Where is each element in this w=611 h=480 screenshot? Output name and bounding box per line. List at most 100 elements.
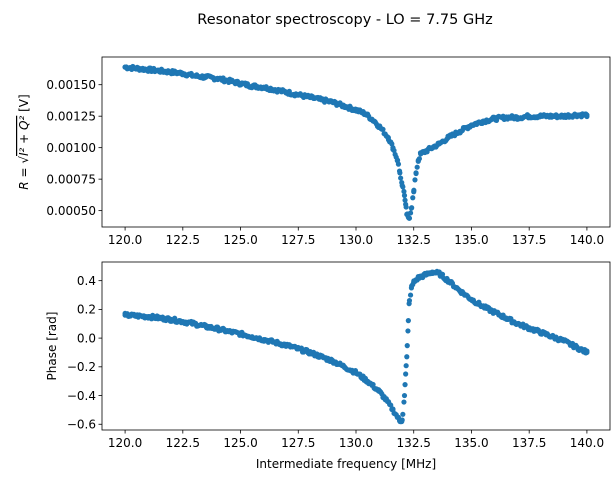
data-point	[307, 349, 313, 356]
data-point	[318, 97, 324, 103]
data-point	[395, 161, 402, 167]
data-point	[180, 70, 186, 76]
data-point	[403, 371, 409, 377]
data-point	[203, 324, 209, 330]
data-point	[295, 346, 301, 352]
data-point	[415, 157, 421, 163]
data-point	[249, 83, 255, 89]
data-point	[436, 270, 442, 277]
data-point	[237, 331, 244, 337]
data-point	[226, 78, 232, 84]
data-point	[341, 364, 348, 370]
data-point	[272, 87, 278, 93]
data-point	[272, 339, 278, 346]
data-point	[584, 349, 590, 356]
x-tick-label: 130.0	[339, 233, 373, 247]
data-point	[538, 329, 544, 335]
data-point	[226, 329, 232, 335]
y-tick-label: 0.0	[77, 331, 96, 345]
data-point	[584, 112, 590, 118]
data-point	[407, 292, 414, 298]
data-point	[457, 288, 463, 294]
y-tick-label: 0.2	[77, 303, 96, 317]
data-point	[515, 321, 521, 327]
data-point	[538, 113, 544, 119]
data-point	[422, 148, 428, 155]
data-point	[405, 328, 411, 334]
data-point	[341, 103, 348, 109]
y-label-equals: =	[17, 164, 31, 182]
data-point	[526, 113, 532, 119]
data-point	[284, 342, 290, 348]
data-point	[408, 285, 415, 291]
x-tick-label: 135.0	[454, 436, 488, 450]
data-point	[400, 411, 406, 417]
data-point	[436, 141, 442, 147]
data-point	[402, 197, 408, 203]
data-point	[191, 73, 197, 79]
data-point	[168, 316, 174, 323]
x-tick-label: 132.5	[397, 436, 431, 450]
x-tick-label: 130.0	[339, 436, 373, 450]
y-tick-label: 0.00075	[46, 172, 96, 186]
data-point	[412, 177, 418, 183]
data-point	[318, 354, 324, 360]
data-point	[284, 89, 290, 95]
data-point	[397, 170, 403, 176]
data-point	[168, 69, 174, 75]
y-axis-label: Phase [rad]	[45, 312, 59, 381]
data-point	[399, 182, 405, 189]
data-point	[330, 358, 336, 364]
y-label-unit: [V]	[17, 94, 31, 115]
data-point	[394, 414, 401, 420]
data-point	[515, 114, 521, 121]
x-tick-label: 120.0	[108, 233, 142, 247]
data-point	[362, 111, 368, 117]
data-point	[390, 145, 396, 151]
y-tick-label: 0.00150	[46, 78, 96, 92]
data-point	[237, 80, 244, 87]
x-tick-label: 140.0	[570, 436, 604, 450]
y-label-symbol: R	[17, 181, 31, 189]
data-point	[261, 84, 267, 90]
data-point	[411, 189, 417, 195]
data-point	[157, 315, 163, 321]
data-point	[422, 272, 428, 278]
data-point	[388, 402, 394, 408]
panel-2: 120.0 122.5 125.0 127.5 130.0 132.5 135.0 137.5…	[45, 261, 611, 471]
data-point	[480, 303, 486, 310]
y-axis-label: R = √I² + Q² [V]	[17, 94, 31, 189]
data-point	[549, 334, 555, 340]
data-point	[401, 188, 407, 195]
data-point	[410, 195, 416, 201]
y-tick-label: 0.4	[77, 274, 96, 288]
data-point	[398, 175, 404, 181]
data-point	[404, 343, 410, 349]
data-point	[383, 397, 389, 403]
data-point	[145, 313, 151, 320]
data-point	[405, 318, 411, 324]
series-points	[122, 268, 590, 425]
data-point	[203, 74, 209, 80]
data-point	[404, 354, 410, 360]
data-point	[468, 122, 475, 128]
x-tick-label: 127.5	[281, 436, 315, 450]
data-point	[378, 126, 384, 132]
data-point	[503, 315, 509, 321]
data-point	[418, 151, 424, 157]
figure-title: Resonator spectroscopy - LO = 7.75 GHz	[197, 12, 492, 28]
x-tick-label: 137.5	[512, 233, 546, 247]
data-point	[480, 118, 486, 124]
x-tick-label: 127.5	[281, 233, 315, 247]
data-point	[406, 215, 412, 221]
y-label-sqrt-sign: √	[17, 156, 31, 164]
y-tick-label: −0.2	[67, 360, 96, 374]
data-point	[445, 278, 451, 284]
data-point	[408, 205, 415, 211]
data-point	[122, 312, 128, 318]
data-point	[549, 113, 555, 119]
data-point	[491, 116, 498, 122]
data-point	[261, 336, 267, 343]
data-point	[307, 94, 313, 100]
